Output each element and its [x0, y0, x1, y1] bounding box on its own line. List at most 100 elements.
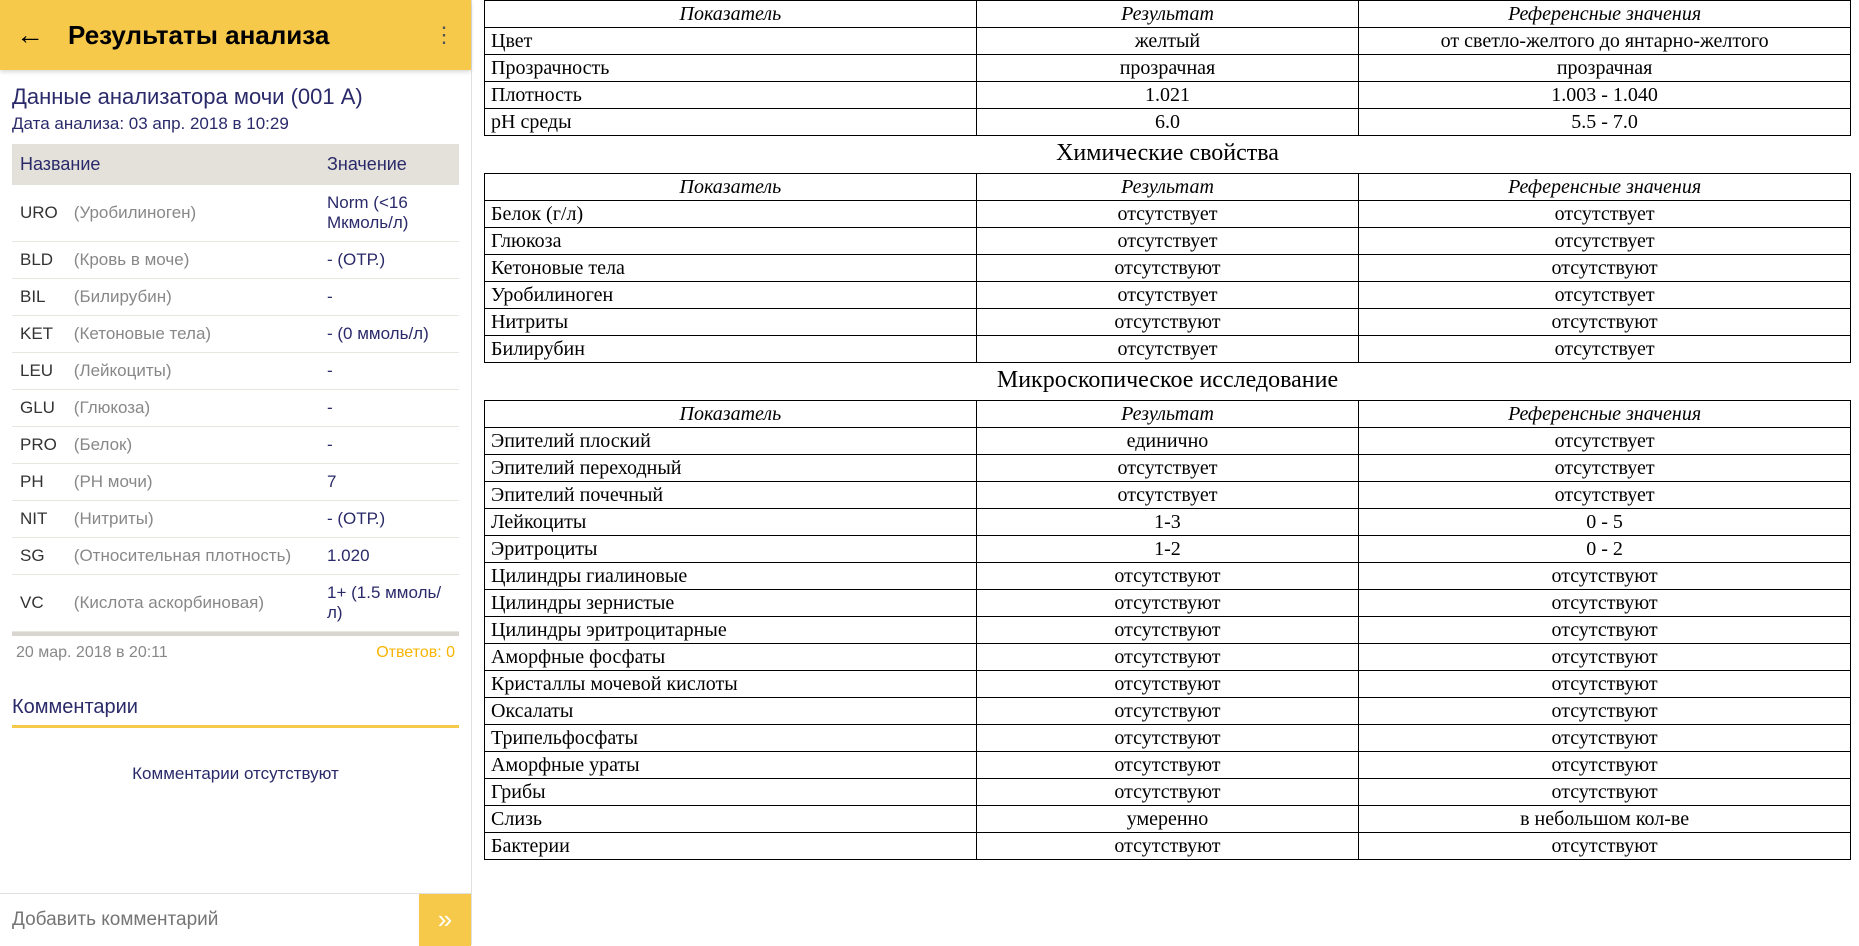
param-value: Norm (<16 Мкмоль/л): [319, 185, 459, 242]
menu-dots-icon[interactable]: ⋮: [433, 22, 455, 48]
col-ref: Референсные значения: [1359, 401, 1851, 428]
cell-ref: отсутствуют: [1359, 617, 1851, 644]
param-value: - (0 ммоль/л): [319, 316, 459, 353]
param-value: -: [319, 390, 459, 427]
report-panel: Показатель Результат Референсные значени…: [472, 0, 1859, 945]
param-name: (Белок): [66, 427, 319, 464]
cell-result: отсутствует: [976, 228, 1358, 255]
col-param: Показатель: [485, 401, 977, 428]
table-row: Грибыотсутствуютотсутствуют: [485, 779, 1851, 806]
cell-ref: отсутствует: [1359, 228, 1851, 255]
table-row: Цилиндры зернистыеотсутствуютотсутствуют: [485, 590, 1851, 617]
cell-result: умеренно: [976, 806, 1358, 833]
table-row: Кетоновые телаотсутствуютотсутствуют: [485, 255, 1851, 282]
table-row: Глюкозаотсутствуетотсутствует: [485, 228, 1851, 255]
cell-param: Эпителий почечный: [485, 482, 977, 509]
chevron-right-icon: »: [438, 904, 452, 935]
cell-param: Бактерии: [485, 833, 977, 860]
content-area: Данные анализатора мочи (001 А) Дата ана…: [0, 70, 471, 893]
cell-param: Слизь: [485, 806, 977, 833]
param-code: URO: [12, 185, 66, 242]
comments-heading: Комментарии: [12, 696, 459, 728]
param-code: PH: [12, 464, 66, 501]
cell-ref: отсутствует: [1359, 282, 1851, 309]
cell-ref: отсутствуют: [1359, 725, 1851, 752]
table-row[interactable]: SG(Относительная плотность)1.020: [12, 538, 459, 575]
param-value: 7: [319, 464, 459, 501]
param-code: BLD: [12, 242, 66, 279]
col-result: Результат: [976, 401, 1358, 428]
table-row: Трипельфосфатыотсутствуютотсутствуют: [485, 725, 1851, 752]
param-value: -: [319, 353, 459, 390]
cell-ref: отсутствуют: [1359, 255, 1851, 282]
cell-param: Кетоновые тела: [485, 255, 977, 282]
cell-ref: отсутствуют: [1359, 563, 1851, 590]
param-name: (РН мочи): [66, 464, 319, 501]
cell-param: Аморфные ураты: [485, 752, 977, 779]
cell-result: прозрачная: [976, 55, 1358, 82]
cell-ref: отсутствует: [1359, 482, 1851, 509]
table-row[interactable]: PH(РН мочи)7: [12, 464, 459, 501]
param-name: (Лейкоциты): [66, 353, 319, 390]
cell-param: Эритроциты: [485, 536, 977, 563]
param-name: (Нитриты): [66, 501, 319, 538]
cell-param: Цилиндры эритроцитарные: [485, 617, 977, 644]
analyzer-table: Название Значение URO(Уробилиноген)Norm …: [12, 144, 459, 632]
cell-ref: отсутствуют: [1359, 590, 1851, 617]
col-ref: Референсные значения: [1359, 1, 1851, 28]
cell-result: отсутствует: [976, 201, 1358, 228]
cell-param: Грибы: [485, 779, 977, 806]
table-row[interactable]: BIL(Билирубин)-: [12, 279, 459, 316]
param-name: (Относительная плотность): [66, 538, 319, 575]
table-row[interactable]: NIT(Нитриты)- (ОТР.): [12, 501, 459, 538]
cell-param: Прозрачность: [485, 55, 977, 82]
table-row[interactable]: KET(Кетоновые тела)- (0 ммоль/л): [12, 316, 459, 353]
footer-row: 20 мар. 2018 в 20:11 Ответов: 0: [12, 632, 459, 670]
table-row: pH среды6.05.5 - 7.0: [485, 109, 1851, 136]
cell-ref: отсутствуют: [1359, 644, 1851, 671]
table-row[interactable]: URO(Уробилиноген)Norm (<16 Мкмоль/л): [12, 185, 459, 242]
col-result: Результат: [976, 174, 1358, 201]
param-code: SG: [12, 538, 66, 575]
cell-param: Аморфные фосфаты: [485, 644, 977, 671]
col-value: Значение: [319, 144, 459, 185]
param-code: VC: [12, 575, 66, 632]
table-row[interactable]: LEU(Лейкоциты)-: [12, 353, 459, 390]
table-row[interactable]: VC(Кислота аскорбиновая)1+ (1.5 ммоль/л): [12, 575, 459, 632]
table-row: Бактерииотсутствуютотсутствуют: [485, 833, 1851, 860]
cell-ref: отсутствуют: [1359, 309, 1851, 336]
back-icon[interactable]: ←: [16, 19, 44, 51]
app-panel: ← Результаты анализа ⋮ Данные анализатор…: [0, 0, 472, 945]
cell-result: 1-3: [976, 509, 1358, 536]
cell-param: Трипельфосфаты: [485, 725, 977, 752]
cell-result: желтый: [976, 28, 1358, 55]
param-code: LEU: [12, 353, 66, 390]
cell-param: Оксалаты: [485, 698, 977, 725]
cell-result: отсутствуют: [976, 255, 1358, 282]
cell-ref: в небольшом кол-ве: [1359, 806, 1851, 833]
cell-ref: отсутствует: [1359, 455, 1851, 482]
cell-ref: прозрачная: [1359, 55, 1851, 82]
col-name: Название: [12, 144, 319, 185]
send-button[interactable]: »: [419, 894, 471, 946]
footer-answers[interactable]: Ответов: 0: [376, 644, 455, 662]
cell-result: отсутствуют: [976, 617, 1358, 644]
cell-ref: отсутствует: [1359, 336, 1851, 363]
table-row: Цилиндры гиалиновыеотсутствуютотсутствую…: [485, 563, 1851, 590]
param-code: KET: [12, 316, 66, 353]
param-name: (Кетоновые тела): [66, 316, 319, 353]
table-row: Белок (г/л)отсутствуетотсутствует: [485, 201, 1851, 228]
cell-result: отсутствуют: [976, 309, 1358, 336]
cell-param: Цилиндры зернистые: [485, 590, 977, 617]
table-row: Лейкоциты1-30 - 5: [485, 509, 1851, 536]
table-row[interactable]: BLD(Кровь в моче)- (ОТР.): [12, 242, 459, 279]
comment-input[interactable]: [0, 909, 419, 931]
table-row[interactable]: PRO(Белок)-: [12, 427, 459, 464]
table-row: Кристаллы мочевой кислотыотсутствуютотсу…: [485, 671, 1851, 698]
table-row[interactable]: GLU(Глюкоза)-: [12, 390, 459, 427]
footer-date: 20 мар. 2018 в 20:11: [16, 644, 168, 662]
cell-result: отсутствует: [976, 455, 1358, 482]
cell-param: Лейкоциты: [485, 509, 977, 536]
cell-param: pH среды: [485, 109, 977, 136]
table-row: Прозрачностьпрозрачнаяпрозрачная: [485, 55, 1851, 82]
